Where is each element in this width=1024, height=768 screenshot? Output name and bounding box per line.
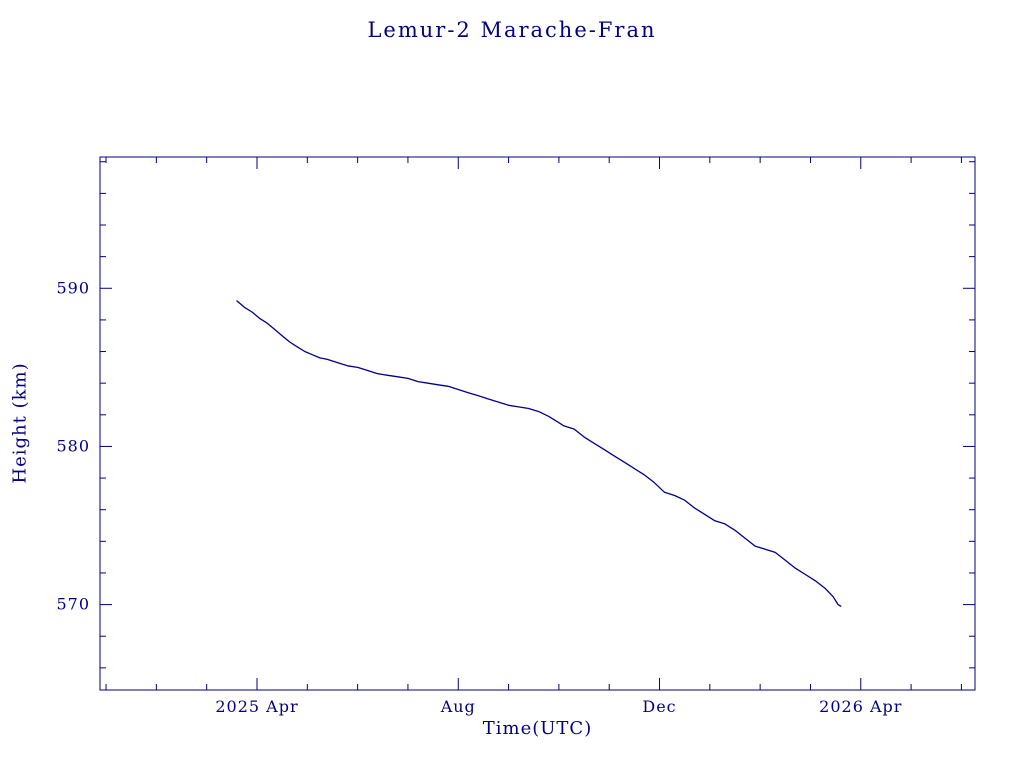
y-tick-label: 570 — [56, 595, 90, 614]
height-series-line — [236, 300, 842, 607]
x-tick-label: Dec — [642, 697, 676, 716]
plot-border — [99, 156, 976, 691]
x-axis-label: Time(UTC) — [482, 718, 593, 739]
x-tick-label: 2025 Apr — [215, 697, 298, 716]
y-tick-label: 580 — [56, 436, 90, 455]
y-tick-label: 590 — [56, 278, 90, 297]
chart-title: Lemur-2 Marache-Fran — [367, 18, 657, 42]
x-tick-label: 2026 Apr — [819, 697, 902, 716]
x-tick-label: Aug — [440, 697, 476, 716]
